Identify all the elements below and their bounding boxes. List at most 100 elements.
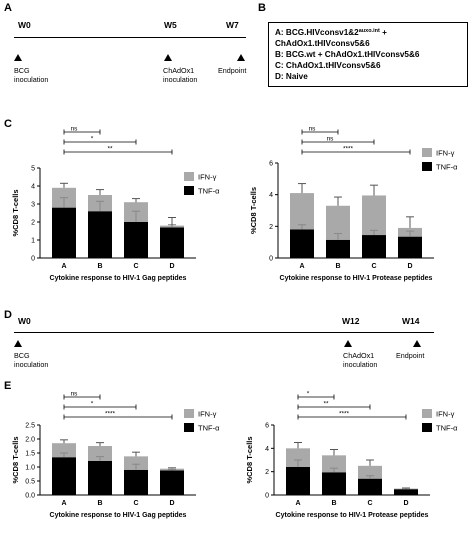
panel-a-letter: A [4, 2, 12, 14]
bar-tnf-A [52, 457, 76, 495]
timeline-week-12-d: W12 [342, 316, 360, 326]
y-tick-label: 4 [31, 184, 35, 191]
significance-label: ** [107, 146, 113, 153]
y-tick-label: 0 [269, 256, 273, 263]
y-axis-label: %CD8 T-cells [11, 189, 20, 236]
bar-tnf-A [52, 207, 76, 258]
bar-tnf-B [322, 472, 346, 495]
timeline-line-d [14, 332, 434, 333]
timeline-marker-bcg-d [14, 340, 22, 347]
significance-label: **** [339, 411, 350, 418]
y-tick-label: 4 [269, 192, 273, 199]
bar-tnf-B [88, 460, 112, 495]
bar-ifn-C [362, 195, 386, 236]
x-tick-label: C [133, 263, 138, 270]
x-axis-label: Cytokine response to HIV-1 Gag peptides [50, 512, 187, 519]
significance-label: ns [309, 126, 317, 133]
y-tick-label: 6 [269, 161, 273, 168]
legend-label-ifn: IFN-γ [436, 149, 455, 158]
timeline-week-14-d: W14 [402, 316, 420, 326]
panel-e-letter: E [4, 380, 12, 392]
significance-label: * [91, 401, 94, 408]
bar-ifn-A [286, 448, 310, 467]
legend-swatch-ifn [184, 172, 194, 181]
legend-label-tnf: TNF-α [436, 163, 458, 172]
x-tick-label: B [331, 500, 336, 507]
bar-tnf-D [160, 470, 184, 495]
legend-label-ifn: IFN-γ [436, 410, 455, 419]
gag-chart-c: 0 1 2 3 4 5 %CD8 T-cells A B C D Cytokine response … [11, 126, 220, 283]
significance-label: ns [327, 136, 335, 143]
y-tick-label: 2.5 [25, 423, 35, 430]
y-tick-label: 6 [265, 423, 269, 430]
y-tick-label: 3 [31, 202, 35, 209]
y-tick-label: 0 [265, 493, 269, 500]
bar-tnf-A [290, 229, 314, 258]
bar-ifn-C [124, 456, 148, 470]
y-axis-label: %CD8 T-cells [249, 187, 258, 234]
legend-swatch-tnf [422, 423, 432, 432]
group-legend-line-3: B: BCG.wt + ChAdOx1.tHIVconsv5&6 [275, 50, 420, 59]
x-tick-label: D [407, 263, 412, 270]
y-tick-label: 2 [31, 220, 35, 227]
x-axis-label: Cytokine response to HIV-1 Gag peptides [50, 275, 187, 282]
y-axis-label: %CD8 T-cells [245, 436, 254, 483]
significance-label: **** [105, 411, 116, 418]
bar-tnf-D [160, 227, 184, 258]
y-tick-label: 1.0 [25, 465, 35, 472]
group-legend-line-1: A: BCG.HIVconsv1&2auxo.int + [275, 28, 387, 37]
y-tick-label: 2.0 [25, 437, 35, 444]
group-legend-line-4: C: ChAdOx1.tHIVconsv5&6 [275, 61, 381, 70]
bar-tnf-C [358, 478, 382, 495]
significance-label: ns [71, 126, 79, 133]
y-tick-label: 2 [269, 224, 273, 231]
panel-c-letter: C [4, 118, 12, 130]
protease-chart-e: 0 2 4 6 %CD8 T-cells A B C D Cytokine response to… [245, 391, 458, 520]
y-tick-label: 4 [265, 446, 269, 453]
x-tick-label: C [371, 263, 376, 270]
y-tick-label: 0 [31, 256, 35, 263]
bar-tnf-B [326, 239, 350, 258]
x-tick-label: B [97, 500, 102, 507]
x-tick-label: C [133, 500, 138, 507]
panel-d-letter: D [4, 309, 12, 321]
y-tick-label: 0.0 [25, 493, 35, 500]
y-tick-label: 5 [31, 166, 35, 173]
legend-label-tnf: TNF-α [436, 424, 458, 433]
legend-swatch-ifn [184, 409, 194, 418]
legend-label-ifn: IFN-γ [198, 173, 217, 182]
x-tick-label: B [335, 263, 340, 270]
significance-label: **** [343, 146, 354, 153]
timeline-marker-chadox-d [344, 340, 352, 347]
x-tick-label: D [169, 263, 174, 270]
bar-tnf-A [286, 467, 310, 495]
x-tick-label: B [97, 263, 102, 270]
endpoint-note-a: Endpoint [218, 66, 247, 75]
group-legend-line-5: D: Naive [275, 72, 308, 81]
bar-tnf-D [394, 489, 418, 495]
endpoint-note-d: Endpoint [396, 351, 425, 360]
legend-swatch-tnf [184, 186, 194, 195]
y-tick-label: 1.5 [25, 451, 35, 458]
x-tick-label: A [61, 500, 66, 507]
timeline-marker-chadox-a [164, 54, 172, 61]
bar-ifn-B [88, 446, 112, 461]
timeline-week-5: W5 [164, 20, 177, 30]
x-tick-label: D [403, 500, 408, 507]
bcg-inoculation-note-d: BCG inoculation [14, 351, 49, 369]
x-tick-label: D [169, 500, 174, 507]
timeline-week-7: W7 [226, 20, 239, 30]
legend-label-tnf: TNF-α [198, 187, 220, 196]
legend-swatch-tnf [422, 162, 432, 171]
legend-swatch-tnf [184, 423, 194, 432]
legend-swatch-ifn [422, 409, 432, 418]
y-tick-label: 2 [265, 469, 269, 476]
bar-tnf-D [398, 236, 422, 258]
x-tick-label: A [295, 500, 300, 507]
significance-label: ** [323, 401, 329, 408]
y-tick-label: 1 [31, 238, 35, 245]
chadox-inoculation-note-d: ChAdOx1 inoculation [343, 351, 378, 369]
protease-chart-c: 0 2 4 6 %CD8 T-cells A B C D Cytokine response to… [249, 126, 458, 283]
bar-tnf-C [362, 235, 386, 258]
group-legend-line-2: ChAdOx1.tHIVconsv5&6 [275, 39, 370, 48]
